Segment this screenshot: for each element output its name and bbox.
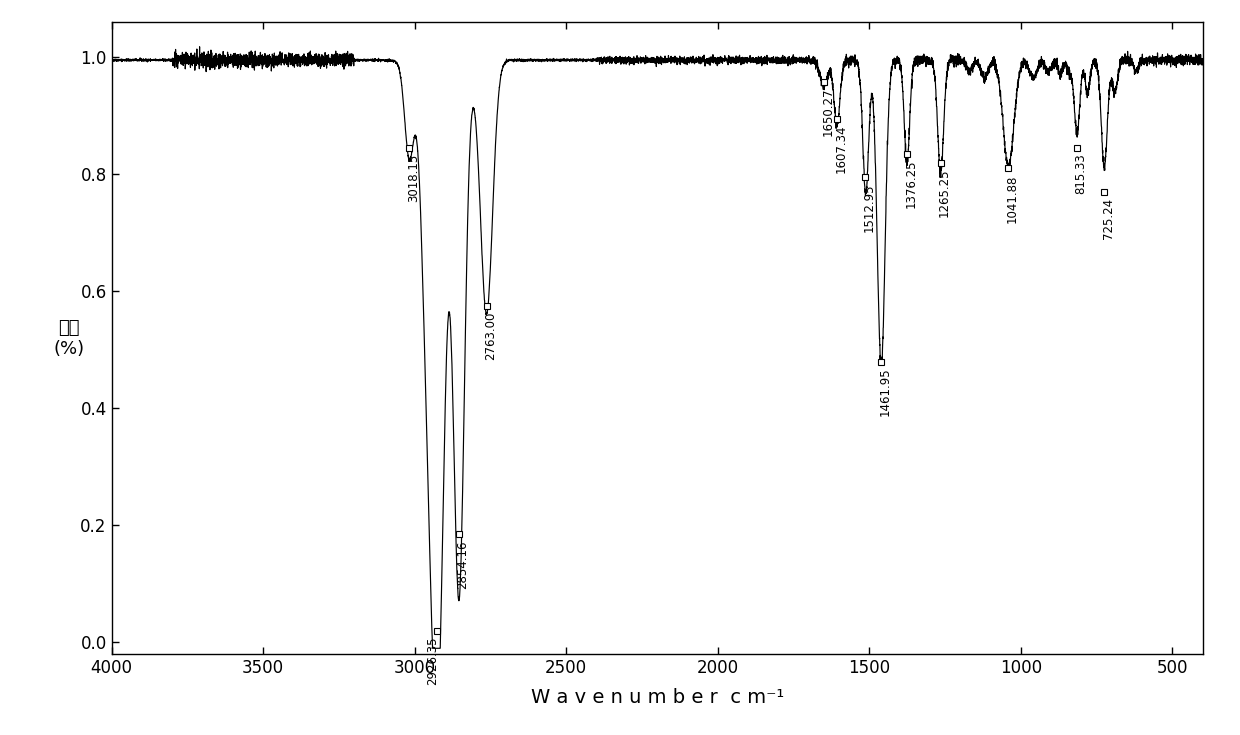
Text: 2854.16: 2854.16	[456, 540, 470, 589]
Y-axis label: 波数
(%): 波数 (%)	[53, 319, 84, 357]
Text: 3018.15: 3018.15	[407, 154, 420, 202]
Text: 2926.35: 2926.35	[427, 637, 439, 685]
Text: 1265.25: 1265.25	[939, 168, 951, 217]
Text: 1512.95: 1512.95	[863, 183, 875, 232]
X-axis label: W a v e n u m b e r  c m⁻¹: W a v e n u m b e r c m⁻¹	[531, 688, 784, 707]
Text: 1376.25: 1376.25	[904, 159, 918, 208]
Text: 1041.88: 1041.88	[1006, 174, 1019, 223]
Text: 2763.00: 2763.00	[484, 312, 497, 360]
Text: 815.33: 815.33	[1075, 154, 1087, 195]
Text: 725.24: 725.24	[1102, 198, 1115, 239]
Text: 1461.95: 1461.95	[878, 368, 892, 416]
Text: 1607.34: 1607.34	[835, 124, 847, 173]
Text: 1650.27: 1650.27	[821, 87, 835, 136]
